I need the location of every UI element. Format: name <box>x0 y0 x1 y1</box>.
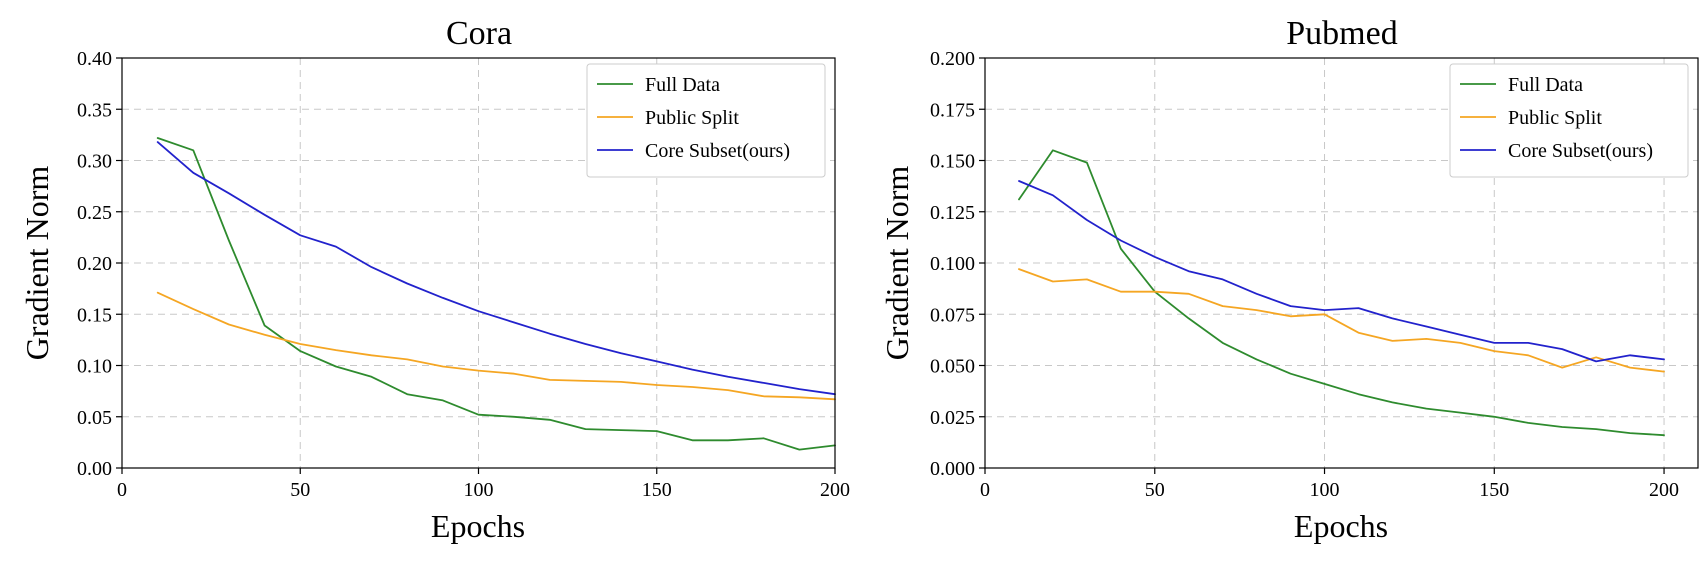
series-group <box>156 137 836 451</box>
y-tick-label: 0.125 <box>930 202 975 224</box>
chart-title: Pubmed <box>1286 15 1397 52</box>
x-tick-label: 150 <box>642 479 672 501</box>
y-axis-label: Gradient Norm <box>879 166 915 361</box>
y-tick-label: 0.40 <box>77 48 112 70</box>
legend-label: Full Data <box>1508 74 1583 96</box>
series-line <box>156 291 836 401</box>
x-tick-label: 100 <box>1310 479 1340 501</box>
y-tick-label: 0.075 <box>930 304 975 326</box>
legend: Full Data Public Split Core Subset(ours) <box>1449 63 1689 178</box>
legend: Full Data Public Split Core Subset(ours) <box>586 63 826 178</box>
chart-panel-pubmed: Pubmed 0 50 100 150 2000.0000.0250.0500.0750… <box>879 15 1699 544</box>
y-axis-label: Gradient Norm <box>19 166 55 361</box>
series-line <box>156 141 836 396</box>
y-tick-label: 0.100 <box>930 253 975 275</box>
y-tick-label: 0.200 <box>930 48 975 70</box>
y-tick-label: 0.05 <box>77 407 112 429</box>
x-axis-label: Epochs <box>431 508 525 544</box>
y-tick-label: 0.000 <box>930 458 975 480</box>
x-axis-label: Epochs <box>1294 508 1388 544</box>
x-tick-label: 100 <box>464 479 494 501</box>
series-line <box>156 137 836 451</box>
x-tick-label: 50 <box>1145 479 1165 501</box>
plot-area-frame <box>121 57 836 469</box>
series-line <box>1018 149 1665 437</box>
series-group <box>1018 149 1665 437</box>
legend-label: Full Data <box>645 74 720 96</box>
legend-label: Core Subset(ours) <box>645 140 790 162</box>
x-tick-label: 200 <box>1649 479 1679 501</box>
ticks: 0 50 100 150 200 0.000 0.025 0.050 0.075 0.100 0.1… <box>930 48 1679 501</box>
ticks: 0 50 100 150 200 0.00 0.05 0.10 0.15 0.20 0.25 0.30… <box>77 48 850 501</box>
y-tick-label: 0.35 <box>77 99 112 121</box>
x-tick-label: 0 <box>980 479 990 501</box>
legend-box <box>586 63 826 178</box>
y-tick-label: 0.175 <box>930 99 975 121</box>
chart-panel-cora: Cora 0 50 100 150 200 0.00 0.05 0.10 0.15 0.20 0.2… <box>19 15 850 544</box>
legend-label: Core Subset(ours) <box>1508 140 1653 162</box>
y-tick-label: 0.20 <box>77 253 112 275</box>
plot-area-frame <box>984 57 1699 469</box>
y-tick-label: 0.25 <box>77 202 112 224</box>
legend-label: Public Split <box>1508 107 1602 129</box>
x-tick-label: 50 <box>290 479 310 501</box>
legend-label: Public Split <box>645 107 739 129</box>
x-tick-label: 150 <box>1479 479 1509 501</box>
series-line <box>1018 268 1665 373</box>
y-tick-label: 0.025 <box>930 407 975 429</box>
legend-box <box>1449 63 1689 178</box>
chart-title: Cora <box>446 15 512 52</box>
series-line <box>1018 180 1665 363</box>
y-tick-label: 0.150 <box>930 151 975 173</box>
x-tick-label: 200 <box>820 479 850 501</box>
y-tick-label: 0.30 <box>77 151 112 173</box>
x-tick-label: 0 <box>117 479 127 501</box>
y-tick-label: 0.050 <box>930 356 975 378</box>
y-tick-label: 0.00 <box>77 458 112 480</box>
y-tick-label: 0.10 <box>77 356 112 378</box>
y-tick-label: 0.15 <box>77 304 112 326</box>
